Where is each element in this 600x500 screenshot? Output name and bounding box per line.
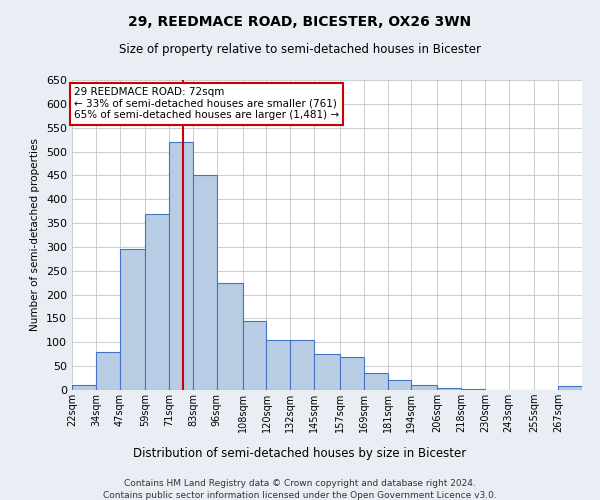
Text: Size of property relative to semi-detached houses in Bicester: Size of property relative to semi-detach… <box>119 42 481 56</box>
Bar <box>266 340 290 390</box>
Bar <box>290 340 314 390</box>
Bar <box>242 321 266 390</box>
Bar <box>193 176 217 390</box>
Text: Contains public sector information licensed under the Open Government Licence v3: Contains public sector information licen… <box>103 491 497 500</box>
Text: 29 REEDMACE ROAD: 72sqm
← 33% of semi-detached houses are smaller (761)
65% of s: 29 REEDMACE ROAD: 72sqm ← 33% of semi-de… <box>74 87 339 120</box>
Text: Distribution of semi-detached houses by size in Bicester: Distribution of semi-detached houses by … <box>133 448 467 460</box>
Bar <box>437 388 461 390</box>
Text: 29, REEDMACE ROAD, BICESTER, OX26 3WN: 29, REEDMACE ROAD, BICESTER, OX26 3WN <box>128 15 472 29</box>
Bar <box>412 385 437 390</box>
Bar <box>364 374 388 390</box>
Bar <box>96 352 119 390</box>
Y-axis label: Number of semi-detached properties: Number of semi-detached properties <box>31 138 40 332</box>
Bar <box>169 142 193 390</box>
Bar <box>558 386 582 390</box>
Bar <box>314 354 340 390</box>
Bar <box>119 250 145 390</box>
Bar <box>72 385 96 390</box>
Bar <box>217 282 242 390</box>
Text: Contains HM Land Registry data © Crown copyright and database right 2024.: Contains HM Land Registry data © Crown c… <box>124 479 476 488</box>
Bar <box>340 356 364 390</box>
Bar <box>461 389 485 390</box>
Bar <box>145 214 169 390</box>
Bar <box>388 380 412 390</box>
